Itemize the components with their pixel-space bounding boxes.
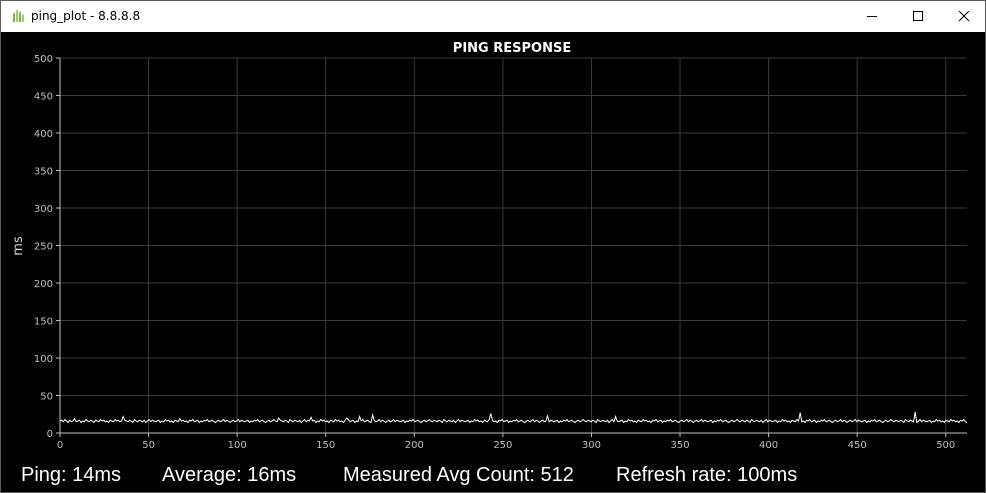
- x-tick-label: 0: [57, 440, 63, 451]
- minimize-button[interactable]: [849, 1, 895, 32]
- y-tick-label: 200: [34, 279, 53, 290]
- y-tick-label: 50: [40, 392, 53, 403]
- y-axis-label: ms: [11, 236, 26, 256]
- y-tick-label: 300: [34, 204, 53, 215]
- close-button[interactable]: [941, 1, 985, 32]
- app-leaf-icon: [10, 8, 26, 24]
- x-tick-label: 450: [848, 440, 867, 451]
- x-tick-label: 500: [936, 440, 955, 451]
- minimize-icon: [867, 16, 877, 17]
- y-tick-label: 450: [34, 92, 53, 103]
- x-tick-label: 350: [670, 440, 689, 451]
- ping-series-line: [59, 411, 968, 424]
- average-readout: Average: 16ms: [162, 464, 297, 486]
- axes: [56, 57, 967, 437]
- y-tick-label: 0: [47, 429, 53, 440]
- ping-readout: Ping: 14ms: [21, 464, 122, 486]
- title-bar[interactable]: ping_plot - 8.8.8.8: [1, 1, 985, 32]
- avg-count-readout: Measured Avg Count: 512: [343, 464, 574, 486]
- x-tick-label: 200: [405, 440, 424, 451]
- y-tick-labels: 0 50 100 150 200 250 300 350 400 450 500: [34, 54, 53, 440]
- y-tick-label: 100: [34, 354, 53, 365]
- close-icon: [959, 11, 970, 22]
- refresh-rate-readout: Refresh rate: 100ms: [616, 464, 798, 486]
- window-title: ping_plot - 8.8.8.8: [31, 9, 141, 23]
- x-tick-label: 150: [316, 440, 335, 451]
- x-tick-labels: 0 50 100 150 200 250 300 350 400 450 500: [57, 440, 955, 451]
- x-tick-label: 50: [142, 440, 155, 451]
- x-tick-label: 100: [228, 440, 247, 451]
- ping-chart: PING RESPONSE ms 0 50 100 150 200 250 300 350 40…: [1, 32, 985, 460]
- series-lines: [59, 411, 968, 424]
- status-bar: Ping: 14ms Average: 16ms Measured Avg Co…: [1, 460, 985, 492]
- maximize-icon: [913, 11, 923, 21]
- y-tick-label: 400: [34, 129, 53, 140]
- y-tick-label: 150: [34, 317, 53, 328]
- grid-lines: [60, 57, 967, 433]
- x-tick-label: 250: [493, 440, 512, 451]
- x-tick-label: 400: [759, 440, 778, 451]
- chart-title: PING RESPONSE: [453, 41, 571, 56]
- y-tick-label: 350: [34, 167, 53, 178]
- x-tick-label: 300: [582, 440, 601, 451]
- y-tick-label: 250: [34, 242, 53, 253]
- y-tick-label: 500: [34, 54, 53, 65]
- maximize-button[interactable]: [895, 1, 941, 32]
- chart-canvas: PING RESPONSE ms 0 50 100 150 200 250 300 350 40…: [11, 41, 968, 451]
